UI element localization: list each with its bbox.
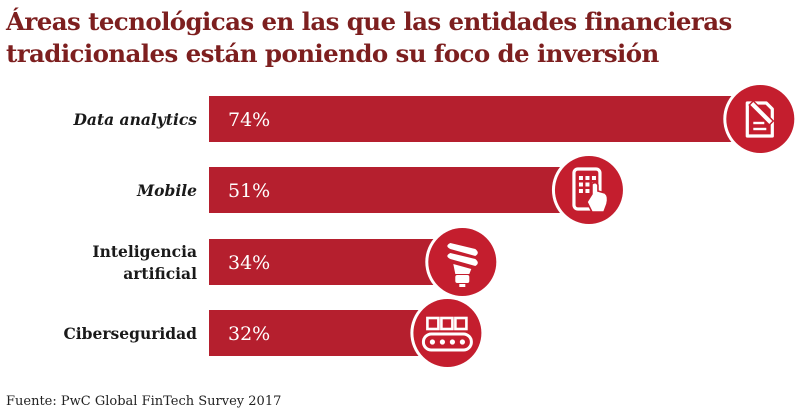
document-pen-icon [723, 82, 798, 156]
category-label: artificial [123, 264, 197, 283]
bar-2 [209, 167, 589, 213]
category-label: Mobile [136, 181, 197, 200]
category-label: Inteligencia [92, 242, 197, 261]
icon-circle [726, 85, 795, 153]
light-bulb-icon [425, 225, 500, 299]
source-note: Fuente: PwC Global FinTech Survey 2017 [6, 394, 282, 409]
bar-value-label: 74% [228, 109, 270, 131]
conveyor-belt-icon [410, 296, 485, 370]
mobile-phone-icon [551, 153, 626, 227]
bar-value-label: 34% [228, 252, 270, 274]
category-label: Ciberseguridad [63, 324, 197, 343]
bar-1 [209, 96, 761, 142]
category-label: Data analytics [72, 110, 197, 129]
bar-value-label: 32% [228, 323, 270, 345]
chart-title: Áreas tecnológicas en las que las entida… [6, 7, 732, 68]
bar-value-label: 51% [228, 180, 270, 202]
bar-3 [209, 239, 463, 285]
bar-4 [209, 310, 448, 356]
